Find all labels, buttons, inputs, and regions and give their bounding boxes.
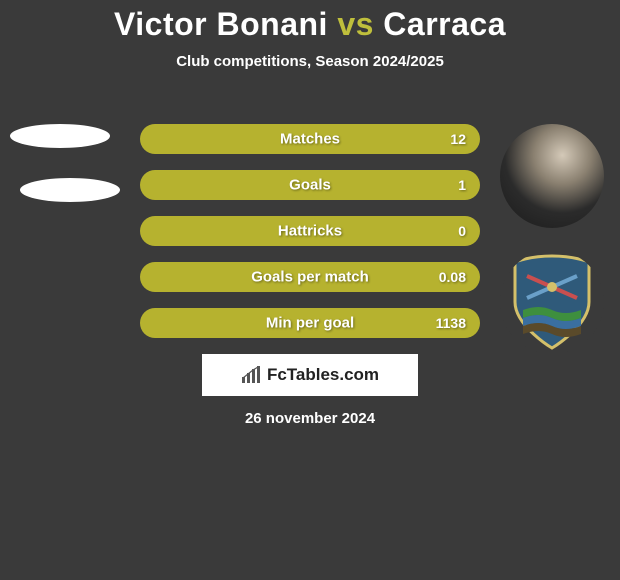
stats-bars: Matches 12 Goals 1 Hattricks 0 Goals per… bbox=[140, 124, 480, 354]
stat-value-right: 0.08 bbox=[439, 269, 466, 285]
stat-row-goals-per-match: Goals per match 0.08 bbox=[140, 262, 480, 292]
player-avatar bbox=[500, 124, 604, 228]
player2-name: Carraca bbox=[383, 6, 506, 42]
barchart-icon bbox=[241, 365, 263, 385]
stat-value-right: 1 bbox=[458, 177, 466, 193]
subtitle: Club competitions, Season 2024/2025 bbox=[0, 53, 620, 70]
club-crest bbox=[500, 250, 604, 354]
stat-value-right: 12 bbox=[450, 131, 466, 147]
date-text: 26 november 2024 bbox=[0, 410, 620, 427]
placeholder-ellipse bbox=[10, 124, 110, 148]
stat-row-hattricks: Hattricks 0 bbox=[140, 216, 480, 246]
stat-label: Goals bbox=[289, 177, 331, 194]
stat-label: Min per goal bbox=[266, 315, 354, 332]
fctables-text: FcTables.com bbox=[267, 365, 379, 385]
page-title: Victor Bonani vs Carraca bbox=[0, 0, 620, 43]
stat-value-right: 0 bbox=[458, 223, 466, 239]
placeholder-ellipse bbox=[20, 178, 120, 202]
stat-label: Hattricks bbox=[278, 223, 342, 240]
stat-row-matches: Matches 12 bbox=[140, 124, 480, 154]
player1-name: Victor Bonani bbox=[114, 6, 328, 42]
vs-text: vs bbox=[337, 6, 374, 42]
stat-value-right: 1138 bbox=[436, 315, 466, 331]
stat-label: Goals per match bbox=[251, 269, 369, 286]
fctables-watermark: FcTables.com bbox=[202, 354, 418, 396]
left-placeholder-group bbox=[10, 124, 120, 232]
right-badge-group bbox=[500, 124, 604, 376]
stat-row-goals: Goals 1 bbox=[140, 170, 480, 200]
stat-label: Matches bbox=[280, 131, 340, 148]
crest-icon bbox=[509, 254, 595, 350]
stat-row-min-per-goal: Min per goal 1138 bbox=[140, 308, 480, 338]
